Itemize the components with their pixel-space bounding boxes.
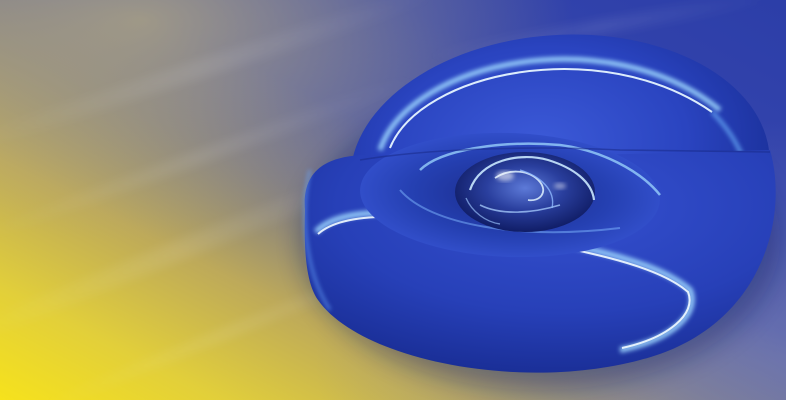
blue-shell	[300, 34, 780, 390]
core	[455, 152, 596, 232]
